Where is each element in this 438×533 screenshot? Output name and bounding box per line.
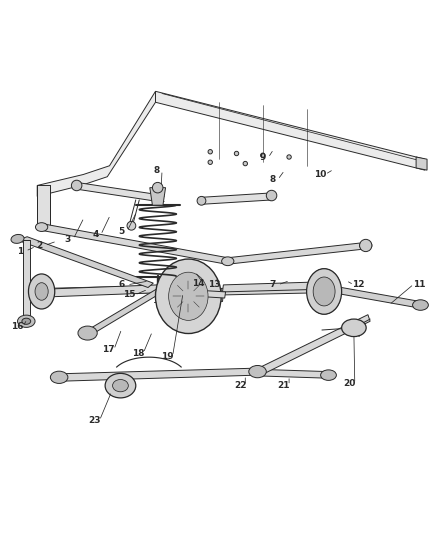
Ellipse shape	[169, 272, 208, 320]
Polygon shape	[155, 91, 425, 170]
Polygon shape	[150, 188, 166, 205]
Polygon shape	[41, 285, 158, 297]
Circle shape	[243, 161, 247, 166]
Polygon shape	[88, 288, 160, 336]
Polygon shape	[59, 368, 258, 381]
Text: 23: 23	[88, 416, 100, 425]
Text: 11: 11	[413, 279, 426, 288]
Ellipse shape	[360, 241, 372, 250]
Text: 17: 17	[102, 345, 115, 354]
Polygon shape	[258, 314, 370, 375]
Circle shape	[208, 160, 212, 165]
Circle shape	[127, 221, 136, 230]
Polygon shape	[159, 283, 223, 302]
Ellipse shape	[222, 257, 234, 265]
Polygon shape	[261, 369, 328, 378]
Circle shape	[287, 155, 291, 159]
Text: 1: 1	[17, 247, 23, 256]
Text: 12: 12	[352, 280, 364, 289]
Polygon shape	[201, 193, 272, 204]
Text: 20: 20	[343, 379, 356, 389]
Polygon shape	[75, 182, 155, 201]
Text: 4: 4	[92, 230, 99, 239]
Ellipse shape	[105, 374, 136, 398]
Circle shape	[197, 197, 206, 205]
Text: 15: 15	[123, 290, 135, 300]
Text: 10: 10	[314, 170, 326, 179]
Text: 19: 19	[161, 352, 173, 361]
Polygon shape	[221, 286, 320, 295]
Text: 6: 6	[119, 280, 125, 289]
Text: 5: 5	[119, 227, 125, 236]
Circle shape	[360, 239, 372, 252]
Polygon shape	[37, 185, 50, 227]
Circle shape	[261, 153, 265, 157]
Ellipse shape	[321, 370, 336, 381]
Polygon shape	[182, 289, 226, 298]
Polygon shape	[44, 286, 155, 295]
Circle shape	[266, 190, 277, 201]
Ellipse shape	[35, 282, 48, 300]
Ellipse shape	[113, 379, 128, 392]
Ellipse shape	[50, 371, 68, 383]
Text: 9: 9	[260, 154, 266, 163]
Ellipse shape	[78, 326, 97, 340]
Ellipse shape	[413, 300, 428, 310]
Polygon shape	[40, 223, 228, 264]
Ellipse shape	[35, 223, 48, 231]
Circle shape	[208, 150, 212, 154]
Polygon shape	[18, 237, 153, 287]
Text: 16: 16	[11, 322, 24, 332]
Polygon shape	[227, 243, 366, 264]
Text: 21: 21	[278, 381, 290, 390]
Text: 8: 8	[269, 175, 276, 184]
Ellipse shape	[155, 259, 221, 334]
Text: 14: 14	[192, 279, 204, 288]
Ellipse shape	[22, 318, 31, 324]
Ellipse shape	[11, 235, 24, 244]
Ellipse shape	[307, 269, 342, 314]
Ellipse shape	[342, 319, 366, 336]
Text: 13: 13	[208, 280, 221, 289]
Ellipse shape	[313, 277, 335, 306]
Text: 7: 7	[269, 280, 276, 289]
Ellipse shape	[249, 366, 266, 378]
Circle shape	[152, 182, 163, 193]
Text: 8: 8	[154, 166, 160, 175]
Circle shape	[71, 180, 82, 191]
Text: 18: 18	[132, 349, 144, 358]
Ellipse shape	[28, 274, 55, 309]
Text: 3: 3	[65, 235, 71, 244]
Text: 22: 22	[234, 381, 246, 390]
Polygon shape	[37, 91, 155, 197]
Polygon shape	[23, 240, 30, 318]
Polygon shape	[223, 282, 322, 292]
Text: 2: 2	[36, 241, 42, 250]
Circle shape	[234, 151, 239, 156]
Polygon shape	[321, 284, 420, 308]
Ellipse shape	[18, 315, 35, 327]
Polygon shape	[416, 157, 427, 170]
